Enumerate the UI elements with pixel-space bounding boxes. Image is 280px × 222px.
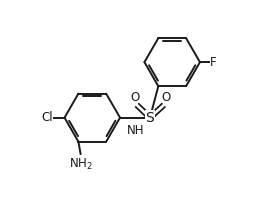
Text: S: S [146,111,154,125]
Text: O: O [130,91,140,104]
Text: NH$_2$: NH$_2$ [69,157,92,172]
Text: NH: NH [127,124,145,137]
Text: O: O [161,91,170,104]
Text: F: F [210,56,216,69]
Text: Cl: Cl [41,111,53,124]
